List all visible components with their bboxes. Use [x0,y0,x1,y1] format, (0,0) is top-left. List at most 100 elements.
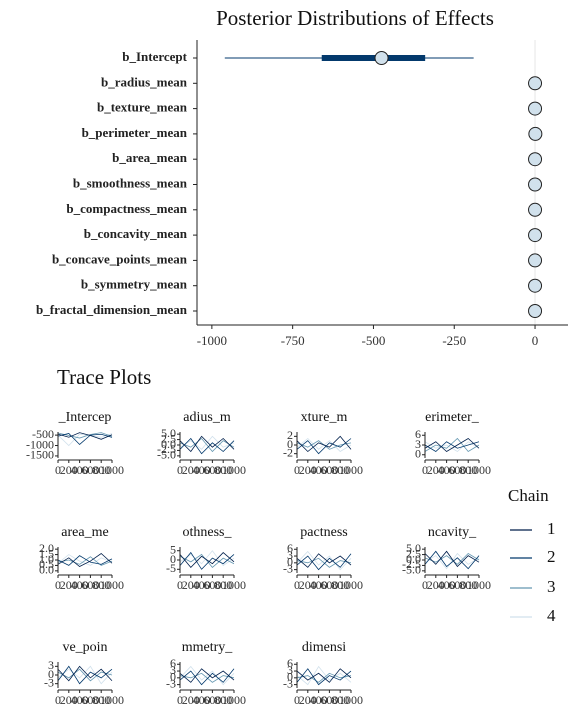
trace-line [179,672,235,683]
panel-title: mmetry_ [182,640,234,655]
y-tick-label: 3 [287,548,293,562]
y-tick-label: b_concavity_mean [84,226,188,241]
x-tick-label: 400 [193,693,211,707]
y-tick-label: 3 [287,663,293,677]
trace-line [57,665,113,685]
x-tick-label: 400 [438,578,456,592]
x-tick-label: 1000 [100,463,124,477]
trace-line [424,550,480,568]
x-tick-label: 1000 [222,578,246,592]
x-tick-label: -500 [362,333,386,348]
trace-line [424,550,480,570]
point-estimate [528,253,543,268]
y-tick-label: b_compactness_mean [66,201,187,216]
x-tick-label: 200 [427,578,445,592]
x-tick-label: 800 [92,578,110,592]
trace-line [296,668,352,686]
chart-title: Posterior Distributions of Effects [216,6,494,30]
trace-line [296,550,352,571]
panel-title: othness_ [183,525,233,540]
legend-label: 2 [547,547,556,566]
y-tick-label: 0.0 [39,563,54,577]
x-tick-label: 1000 [100,693,124,707]
trace-line [179,550,235,567]
x-tick-label: 600 [448,463,466,477]
x-tick-label: 400 [193,578,211,592]
panel-title: pactness [300,525,347,540]
trace-line [296,553,352,571]
x-tick-label: 200 [182,693,200,707]
y-tick-label: 0.0 [161,437,176,451]
trace-line [57,665,113,682]
trace-line [57,432,113,439]
y-tick-label: 2.5 [406,546,421,560]
x-tick-label: 1000 [222,463,246,477]
y-tick-label: 0 [415,447,421,461]
y-tick-label: b_texture_mean [97,100,188,115]
x-tick-label: 800 [214,693,232,707]
point-estimate [528,126,543,141]
x-tick-label: 800 [331,463,349,477]
x-tick-label: 200 [60,463,78,477]
y-tick-label: 5.0 [406,541,421,555]
x-tick-label: 600 [320,463,338,477]
x-tick-label: 600 [203,463,221,477]
x-tick-label: 0 [55,463,61,477]
x-tick-label: 800 [331,693,349,707]
panel-title: xture_m [301,410,348,425]
trace-line [179,437,235,455]
panel-title: area_me [61,525,108,540]
y-tick-label: 0 [287,555,293,569]
x-tick-label: 600 [320,578,338,592]
panel-title: dimensi [302,640,346,655]
y-tick-label: 3 [415,437,421,451]
trace-line [179,437,235,453]
x-tick-label: 0 [177,578,183,592]
trace-line [296,438,352,455]
x-tick-label: 200 [60,578,78,592]
x-tick-label: 200 [427,463,445,477]
y-tick-label: 0 [170,552,176,566]
x-tick-label: 600 [320,693,338,707]
y-tick-label: 5.0 [161,426,176,440]
y-tick-label: b_Intercept [122,49,187,64]
x-tick-label: 200 [299,693,317,707]
x-tick-label: 0 [294,463,300,477]
y-tick-label: -3 [44,675,54,689]
x-tick-label: 1000 [467,463,491,477]
y-tick-label: 2 [287,428,293,442]
y-tick-label: 6 [287,541,293,555]
x-tick-label: 800 [331,578,349,592]
x-tick-label: 0 [55,578,61,592]
x-tick-label: 400 [438,463,456,477]
y-tick-label: 6 [287,656,293,670]
x-tick-label: 600 [448,578,466,592]
x-tick-label: 200 [60,693,78,707]
trace-line [57,668,113,682]
y-tick-label: 1.0 [39,552,54,566]
x-tick-label: 1000 [339,693,363,707]
panel-title: adius_m [183,410,231,425]
y-tick-label: b_fractal_dimension_mean [36,302,188,317]
x-tick-label: 800 [459,578,477,592]
point-estimate [528,152,543,167]
y-tick-label: b_area_mean [112,150,188,165]
y-tick-label: 5 [170,542,176,556]
x-tick-label: 200 [182,578,200,592]
y-tick-label: 6 [415,427,421,441]
trace-line [57,433,113,447]
x-tick-label: 0 [55,693,61,707]
y-tick-label: -3 [283,561,293,575]
x-tick-label: 400 [310,693,328,707]
panel-title: ncavity_ [428,525,477,540]
y-tick-label: b_perimeter_mean [82,125,188,140]
y-tick-label: 0 [48,667,54,681]
y-tick-label: -3 [283,676,293,690]
y-tick-label: -1000 [26,437,54,451]
x-tick-label: 0 [177,693,183,707]
trace-line [57,554,113,566]
trace-line [179,435,235,453]
panel-title: _Intercep [58,410,112,425]
x-tick-label: 600 [81,578,99,592]
trace-line [424,437,480,453]
